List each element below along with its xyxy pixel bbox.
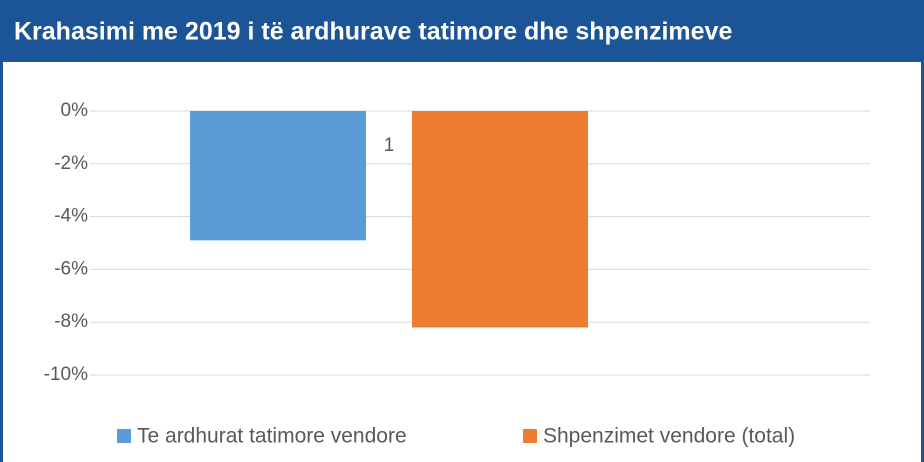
- y-tick-label: -8%: [54, 311, 88, 332]
- y-tick-label: -10%: [44, 364, 88, 385]
- y-tick-label: -4%: [54, 206, 88, 227]
- legend-label: Shpenzimet vendore (total): [543, 425, 795, 448]
- legend-swatch: [523, 429, 537, 443]
- y-tick-label: 0%: [61, 100, 89, 121]
- bar: [412, 111, 588, 328]
- legend-label: Te ardhurat tatimore vendore: [137, 425, 407, 448]
- y-tick-label: -2%: [54, 153, 88, 174]
- chart-title: Krahasimi me 2019 i të ardhurave tatimor…: [14, 18, 732, 46]
- x-tick-label: 1: [384, 135, 395, 156]
- frame-right: [921, 62, 924, 462]
- bar: [190, 111, 366, 241]
- legend-swatch: [117, 429, 131, 443]
- header-bar: [0, 0, 924, 62]
- y-tick-label: -6%: [54, 258, 88, 279]
- frame-left: [0, 62, 3, 462]
